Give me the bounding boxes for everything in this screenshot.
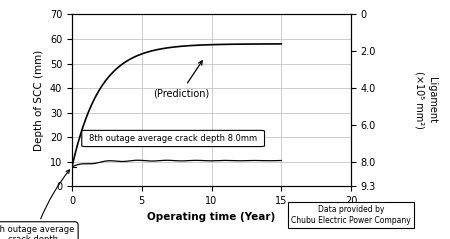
Y-axis label: Ligament
(×10⁵ mm²): Ligament (×10⁵ mm²) xyxy=(415,71,436,129)
FancyBboxPatch shape xyxy=(82,130,265,147)
Text: (Prediction): (Prediction) xyxy=(153,61,209,98)
X-axis label: Operating time (Year): Operating time (Year) xyxy=(148,212,275,222)
Y-axis label: Depth of SCC (mm): Depth of SCC (mm) xyxy=(34,50,45,151)
Text: Data provided by
Chubu Electric Power Company: Data provided by Chubu Electric Power Co… xyxy=(291,205,411,225)
Text: 7th outage average
crack depth
8.0mm: 7th outage average crack depth 8.0mm xyxy=(0,170,75,239)
Text: 8th outage average crack depth 8.0mm: 8th outage average crack depth 8.0mm xyxy=(89,134,257,143)
